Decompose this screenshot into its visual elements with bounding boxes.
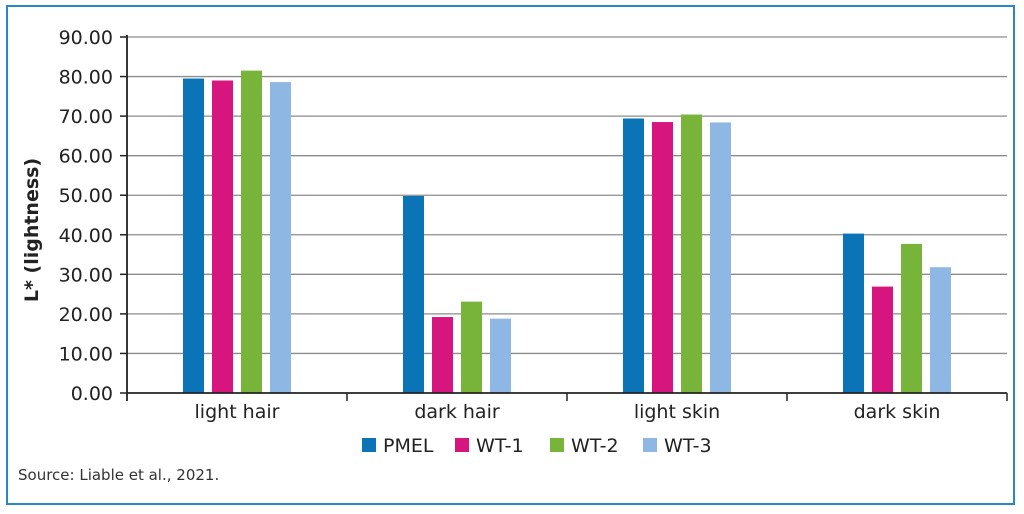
legend-swatch <box>550 438 564 452</box>
bar-wt-2-dark-skin <box>901 243 922 393</box>
y-axis-label: L* (lightness) <box>21 158 43 302</box>
legend-label: PMEL <box>383 435 434 457</box>
legend-label: WT-2 <box>571 435 619 457</box>
bar-pmel-light-hair <box>183 78 204 394</box>
bar-wt-3-light-skin <box>710 122 731 393</box>
bar-wt-3-light-hair <box>270 82 291 394</box>
category-labels: light hair dark hair light skin dark skin <box>195 401 941 423</box>
bar-pmel-light-skin <box>623 118 644 394</box>
legend-swatch <box>362 438 376 452</box>
bar-pmel-dark-hair <box>403 196 424 393</box>
bar-wt-2-dark-hair <box>461 301 482 393</box>
bar-wt-2-light-skin <box>681 114 702 393</box>
legend-item-wt-1: WT-1 <box>455 435 524 457</box>
y-tick-label: 70.00 <box>59 106 113 128</box>
legend-item-pmel: PMEL <box>362 435 434 457</box>
y-tick-label: 50.00 <box>59 185 113 207</box>
legend-item-wt-2: WT-2 <box>550 435 619 457</box>
y-tick-label: 40.00 <box>59 225 113 247</box>
bar-wt-1-light-hair <box>212 80 233 393</box>
bar-wt-3-dark-skin <box>930 267 951 393</box>
bar-wt-3-dark-hair <box>490 318 511 393</box>
category-label: dark hair <box>414 401 500 423</box>
y-tick-label: 30.00 <box>59 264 113 286</box>
y-tick-label: 80.00 <box>59 67 113 89</box>
y-tick-label: 60.00 <box>59 146 113 168</box>
category-label: light skin <box>634 401 720 423</box>
axes <box>126 35 1008 401</box>
bar-wt-1-dark-skin <box>872 286 893 393</box>
y-tick-labels: 0.00 10.00 20.00 30.00 40.00 50.00 60.00 70.00 8… <box>59 27 127 405</box>
category-label: dark skin <box>854 401 941 423</box>
y-tick-label: 0.00 <box>71 383 113 405</box>
bars <box>183 70 951 394</box>
bar-pmel-dark-skin <box>843 233 864 393</box>
legend-label: WT-1 <box>476 435 524 457</box>
y-tick-label: 10.00 <box>59 343 113 365</box>
source-note: Source: Liable et al., 2021. <box>18 466 220 484</box>
legend: PMEL WT-1 WT-2 WT-3 <box>362 435 712 457</box>
y-tick-label: 20.00 <box>59 304 113 326</box>
legend-swatch <box>643 438 657 452</box>
legend-label: WT-3 <box>664 435 712 457</box>
legend-swatch <box>455 438 469 452</box>
bar-wt-1-light-skin <box>652 122 673 394</box>
bar-wt-2-light-hair <box>241 70 262 393</box>
bar-wt-1-dark-hair <box>432 317 453 393</box>
legend-item-wt-3: WT-3 <box>643 435 712 457</box>
y-tick-label: 90.00 <box>59 27 113 49</box>
category-label: light hair <box>195 401 280 423</box>
